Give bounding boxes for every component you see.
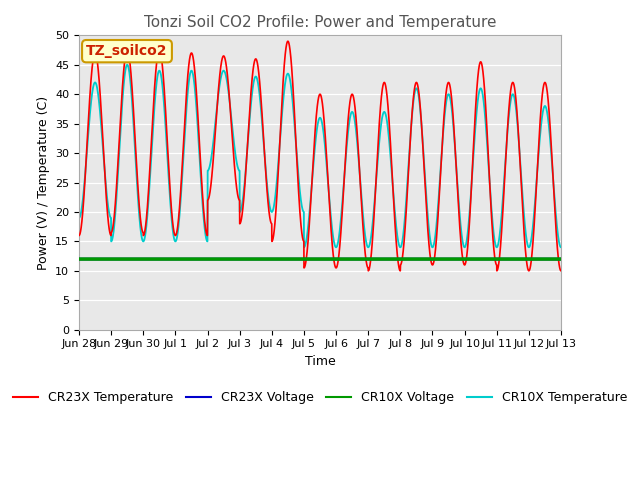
CR23X Voltage bbox=[513, 256, 520, 262]
Line: CR10X Temperature: CR10X Temperature bbox=[79, 65, 561, 247]
CR10X Temperature bbox=[377, 125, 385, 131]
CR23X Temperature bbox=[511, 84, 518, 89]
CR10X Temperature bbox=[124, 62, 131, 68]
CR10X Temperature bbox=[511, 95, 518, 100]
CR23X Voltage bbox=[510, 256, 518, 262]
Title: Tonzi Soil CO2 Profile: Power and Temperature: Tonzi Soil CO2 Profile: Power and Temper… bbox=[144, 15, 496, 30]
CR23X Voltage bbox=[260, 256, 268, 262]
CR10X Voltage bbox=[377, 256, 385, 262]
CR23X Temperature bbox=[513, 104, 520, 109]
CR10X Voltage bbox=[260, 256, 268, 262]
CR10X Temperature bbox=[260, 141, 268, 146]
CR23X Temperature bbox=[75, 233, 83, 239]
CR10X Voltage bbox=[532, 256, 540, 262]
CR10X Voltage bbox=[132, 256, 140, 262]
CR23X Temperature bbox=[532, 199, 540, 205]
CR23X Voltage bbox=[75, 256, 83, 262]
CR10X Voltage bbox=[510, 256, 518, 262]
CR23X Voltage bbox=[532, 256, 540, 262]
CR10X Voltage bbox=[513, 256, 520, 262]
X-axis label: Time: Time bbox=[305, 355, 335, 368]
CR23X Temperature bbox=[377, 102, 385, 108]
CR10X Temperature bbox=[532, 193, 540, 199]
CR10X Temperature bbox=[557, 244, 565, 250]
CR23X Temperature bbox=[260, 136, 268, 142]
CR23X Voltage bbox=[132, 256, 140, 262]
Y-axis label: Power (V) / Temperature (C): Power (V) / Temperature (C) bbox=[36, 96, 49, 270]
CR23X Temperature bbox=[557, 268, 565, 274]
Line: CR23X Temperature: CR23X Temperature bbox=[79, 41, 561, 271]
CR10X Temperature bbox=[75, 215, 83, 221]
CR23X Temperature bbox=[132, 163, 140, 169]
CR10X Voltage bbox=[75, 256, 83, 262]
Legend: CR23X Temperature, CR23X Voltage, CR10X Voltage, CR10X Temperature: CR23X Temperature, CR23X Voltage, CR10X … bbox=[8, 386, 632, 409]
CR23X Voltage bbox=[557, 256, 565, 262]
Text: TZ_soilco2: TZ_soilco2 bbox=[86, 44, 168, 58]
CR23X Temperature bbox=[284, 38, 292, 44]
CR10X Temperature bbox=[133, 176, 141, 182]
CR10X Temperature bbox=[513, 111, 520, 117]
CR23X Voltage bbox=[377, 256, 385, 262]
CR10X Voltage bbox=[557, 256, 565, 262]
